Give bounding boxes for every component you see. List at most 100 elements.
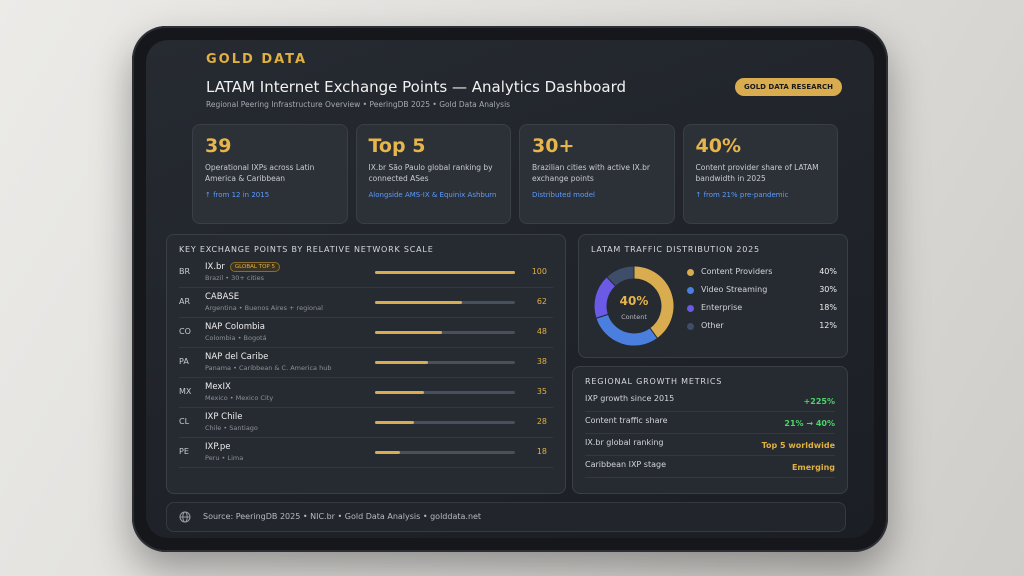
dashboard: GOLD DATA LATAM Internet Exchange Points… [146,40,874,538]
panel-title: REGIONAL GROWTH METRICS [585,377,723,386]
growth-label: IX.br global ranking [585,438,664,447]
legend-name: Content Providers [701,267,773,276]
growth-row: IXP growth since 2015 +225% [585,390,835,412]
kpi-value: 30+ [532,135,575,157]
ixp-location: Panama • Caribbean & C. America hub [205,364,332,372]
ixp-name-text: NAP del Caribe [205,352,269,362]
growth-value: +225% [803,397,835,406]
bar-value: 35 [536,387,547,396]
legend-name: Other [701,321,724,330]
ixp-name-text: IXP Chile [205,412,243,422]
kpi-label: Content provider share of LATAM bandwidt… [695,163,819,183]
brand: GOLD DATA [206,52,308,67]
country-code: PE [179,447,189,456]
footer-text: Source: PeeringDB 2025 • NIC.br • Gold D… [203,512,482,521]
kpi-row: 39 Operational IXPs across Latin America … [192,124,838,224]
ixp-location: Brazil • 30+ cities [205,274,265,282]
country-code: CO [179,327,191,336]
bar-value: 38 [536,357,547,366]
ixp-location: Colombia • Bogotá [205,334,267,342]
ixp-name-text: CABASE [205,292,240,302]
kpi-card: 40% Content provider share of LATAM bandw… [682,124,838,224]
kpi-note: ↑ from 21% pre-pandemic [695,190,789,199]
ixp-row: CO NAP Colombia Colombia • Bogotá 48 [179,318,553,348]
ixp-tag: GLOBAL TOP 5 [229,262,280,272]
ixp-row: AR CABASE Argentina • Buenos Aires + regio… [179,288,553,318]
legend-name: Enterprise [701,303,743,312]
growth-label: Caribbean IXP stage [585,460,667,469]
panel-title: LATAM TRAFFIC DISTRIBUTION 2025 [591,245,760,254]
bar [375,271,515,274]
donut-segment [633,265,675,340]
ixp-location: Argentina • Buenos Aires + regional [205,304,323,312]
growth-label: IXP growth since 2015 [585,394,675,403]
ixp-name-text: MexIX [205,382,231,392]
growth-value: 21% → 40% [784,419,835,428]
kpi-value: Top 5 [368,135,426,157]
ixp-name-text: IX.br [205,262,225,272]
bar-value: 18 [536,447,547,456]
ixp-location: Chile • Santiago [205,424,258,432]
ixp-row: BR IX.br GLOBAL TOP 5 Brazil • 30+ cities 10… [179,258,553,288]
legend-item: Content Providers 40% [687,267,837,285]
country-code: AR [179,297,191,306]
panel-title: KEY EXCHANGE POINTS BY RELATIVE NETWORK … [179,245,434,254]
growth-row: Content traffic share 21% → 40% [585,412,835,434]
ixp-name: IXP.pe [205,442,230,452]
kpi-value: 40% [695,135,741,157]
bar-track [375,301,515,304]
ixp-name-text: NAP Colombia [205,322,265,332]
kpi-note: Distributed model [532,190,595,199]
bar [375,451,401,454]
legend-value: 12% [819,321,837,330]
bar-track [375,331,515,334]
bar-value: 48 [536,327,547,336]
title: LATAM Internet Exchange Points — Analyti… [206,78,627,96]
ixp-name: NAP del Caribe [205,352,268,362]
kpi-note: ↑ from 12 in 2015 [205,190,270,199]
growth-value: Emerging [791,463,835,472]
ixp-location: Mexico • Mexico City [205,394,274,402]
bar [375,361,429,364]
bar-track [375,391,515,394]
bar-track [375,421,515,424]
bar-track [375,361,515,364]
legend-item: Other 12% [687,321,837,339]
legend-dot [687,269,694,276]
badge[interactable]: GOLD DATA RESEARCH [735,78,842,96]
donut-center-label: Content [621,313,647,321]
footer: Source: PeeringDB 2025 • NIC.br • Gold D… [166,502,846,532]
legend-value: 30% [819,285,837,294]
legend: Content Providers 40% Video Streaming 30% En… [687,267,837,339]
kpi-card: Top 5 IX.br São Paulo global ranking by c… [355,124,511,224]
legend-dot [687,305,694,312]
ixp-name: IXP Chile [205,412,242,422]
kpi-card: 30+ Brazilian cities with active IX.br ex… [519,124,675,224]
growth-value: Top 5 worldwide [761,441,835,450]
donut-segment [593,276,617,319]
kpi-card: 39 Operational IXPs across Latin America … [192,124,348,224]
globe-icon [179,511,191,523]
country-code: CL [179,417,190,426]
growth-row: IX.br global ranking Top 5 worldwide [585,434,835,456]
legend-value: 40% [819,267,837,276]
kpi-note: Alongside AMS-IX & Equinix Ashburn [368,190,497,199]
ixp-name: NAP Colombia [205,322,265,332]
bar [375,301,462,304]
kpi-label: Operational IXPs across Latin America & … [205,163,315,183]
country-code: BR [179,267,191,276]
donut: 40% Content [593,265,675,347]
bar-value: 28 [536,417,547,426]
tablet: GOLD DATA LATAM Internet Exchange Points… [132,26,888,552]
donut-center-value: 40% [620,294,649,308]
legend-name: Video Streaming [701,285,768,294]
growth-panel: REGIONAL GROWTH METRICS IXP growth since… [572,366,848,494]
ixp-row: PE IXP.pe Peru • Lima 18 [179,438,553,468]
country-code: PA [179,357,189,366]
subtitle: Regional Peering Infrastructure Overview… [206,100,511,109]
ixp-name: MexIX [205,382,231,392]
ixp-name: IX.br GLOBAL TOP 5 [205,262,280,272]
ixp-location: Peru • Lima [205,454,244,462]
exchange-panel: KEY EXCHANGE POINTS BY RELATIVE NETWORK … [166,234,566,494]
